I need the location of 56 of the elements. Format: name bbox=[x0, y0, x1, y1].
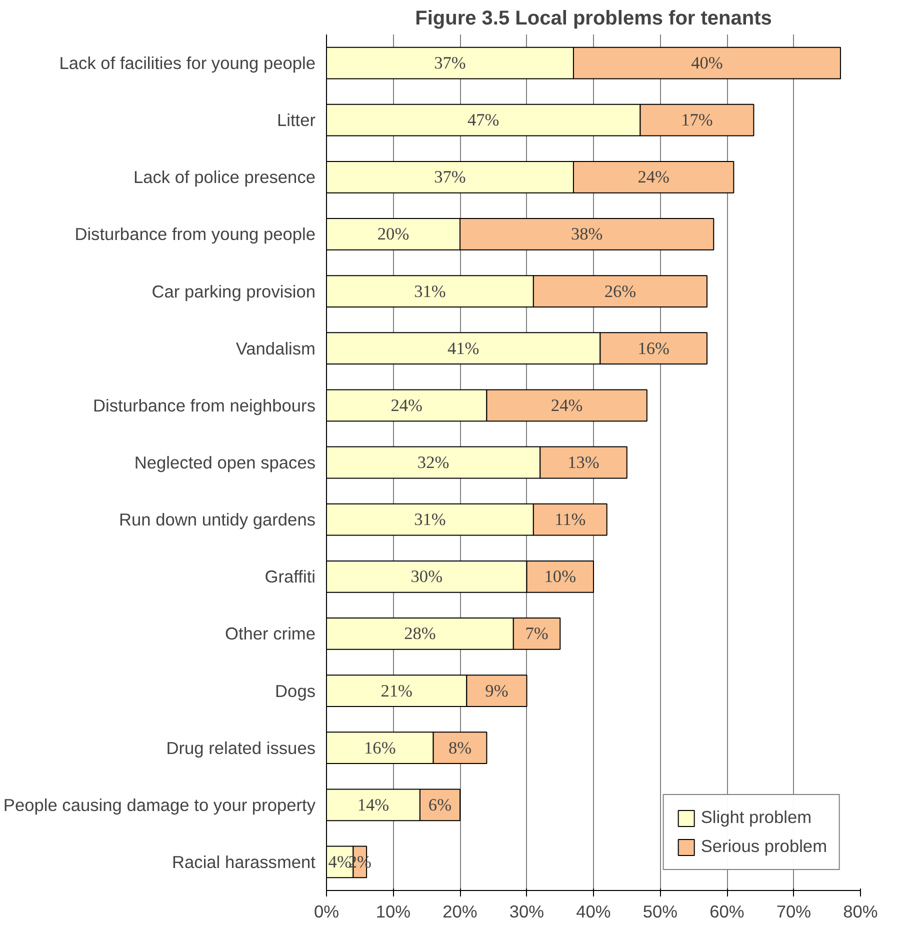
data-label: 47% bbox=[467, 110, 500, 130]
data-label: 13% bbox=[568, 453, 600, 472]
data-label: 6% bbox=[428, 795, 452, 814]
chart-title: Figure 3.5 Local problems for tenants bbox=[415, 8, 772, 30]
data-label: 31% bbox=[414, 510, 446, 530]
data-label: 37% bbox=[434, 54, 466, 73]
x-tick-label: 40% bbox=[576, 902, 611, 922]
y-tick-label: Litter bbox=[276, 110, 316, 130]
data-label: 10% bbox=[544, 567, 576, 586]
y-tick-label: People causing damage to your property bbox=[3, 794, 316, 815]
data-label: 21% bbox=[380, 681, 412, 700]
data-label: 24% bbox=[638, 168, 670, 187]
data-label: 24% bbox=[550, 396, 583, 415]
data-label: 40% bbox=[691, 54, 723, 73]
x-tick-label: 50% bbox=[642, 902, 678, 922]
y-tick-label: Disturbance from neighbours bbox=[93, 395, 316, 416]
data-label: 41% bbox=[447, 338, 480, 358]
data-label: 38% bbox=[570, 224, 603, 244]
data-label: 8% bbox=[448, 738, 472, 758]
x-tick-label: 30% bbox=[509, 902, 544, 922]
data-label: 31% bbox=[414, 282, 446, 301]
data-label: 30% bbox=[410, 567, 443, 586]
y-tick-label: Drug related issues bbox=[166, 738, 316, 758]
legend-label: Serious problem bbox=[700, 836, 827, 857]
data-label: 26% bbox=[604, 282, 636, 301]
data-label: 20% bbox=[377, 224, 410, 244]
x-tick-label: 60% bbox=[710, 902, 744, 922]
x-tick-label: 70% bbox=[776, 902, 812, 922]
y-tick-label: Neglected open spaces bbox=[134, 452, 316, 472]
y-tick-label: Graffiti bbox=[264, 566, 316, 587]
x-tick-label: 20% bbox=[442, 902, 478, 922]
y-tick-label: Lack of police presence bbox=[133, 167, 316, 188]
x-tick-label: 10% bbox=[376, 902, 411, 922]
y-tick-label: Run down untidy gardens bbox=[118, 510, 316, 530]
y-tick-label: Racial harassment bbox=[172, 852, 316, 872]
y-tick-label: Other crime bbox=[224, 624, 316, 644]
data-label: 9% bbox=[485, 681, 508, 700]
data-label: 16% bbox=[638, 338, 670, 358]
data-label: 17% bbox=[681, 110, 713, 130]
y-tick-label: Disturbance from young people bbox=[74, 224, 316, 244]
data-label: 37% bbox=[434, 168, 466, 187]
data-label: 32% bbox=[417, 453, 450, 472]
x-tick-label: 0% bbox=[314, 902, 340, 922]
y-tick-label: Lack of facilities for young people bbox=[59, 53, 316, 74]
data-label: 14% bbox=[357, 795, 390, 814]
data-label: 11% bbox=[554, 510, 586, 530]
y-tick-label: Dogs bbox=[275, 680, 316, 701]
data-label: 7% bbox=[525, 624, 548, 644]
data-label: 4% bbox=[328, 852, 352, 872]
data-label: 16% bbox=[364, 738, 396, 758]
y-tick-label: Car parking provision bbox=[152, 281, 316, 302]
legend-label: Slight problem bbox=[700, 807, 812, 828]
x-tick-label: 80% bbox=[843, 902, 878, 922]
data-label: 28% bbox=[404, 624, 436, 644]
y-tick-label: Vandalism bbox=[236, 338, 316, 358]
data-label: 24% bbox=[390, 396, 422, 415]
